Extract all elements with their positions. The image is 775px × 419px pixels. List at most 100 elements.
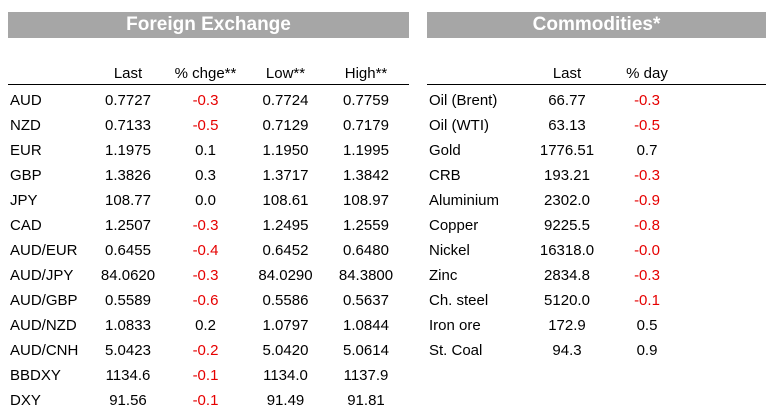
row-value: 91.49 (266, 392, 305, 409)
row-value: 63.13 (548, 117, 586, 134)
row-label: AUD (10, 92, 42, 109)
row-label: JPY (10, 192, 38, 209)
fx-row: JPY 108.77 0.0 108.61 108.97 (8, 188, 409, 213)
row-value: 1776.51 (539, 142, 595, 159)
row-value: 0.7 (636, 142, 658, 159)
commodities-header-last: Last (552, 65, 582, 82)
row-value: 91.56 (109, 392, 147, 409)
commodities-title: Commodities* (427, 12, 766, 38)
commodities-header-day: % day (626, 65, 668, 82)
row-label: DXY (10, 392, 41, 409)
row-value: 16318.0 (539, 242, 595, 259)
row-value: 84.0620 (100, 267, 156, 284)
row-label: BBDXY (10, 367, 61, 384)
row-value: 193.21 (544, 167, 590, 184)
row-value: 0.6455 (105, 242, 151, 259)
row-value: 84.0290 (258, 267, 313, 284)
commodity-row: Gold 1776.51 0.7 (427, 138, 766, 163)
row-value: 2834.8 (544, 267, 590, 284)
fx-header-row: Last % chge** Low** High** (8, 58, 409, 85)
row-value: 9225.5 (544, 217, 590, 234)
row-value: -0.9 (634, 192, 660, 209)
row-label: Nickel (429, 242, 470, 259)
row-value: 0.7759 (343, 92, 389, 109)
row-value: 1.0844 (343, 317, 389, 334)
fx-row: GBP 1.3826 0.3 1.3717 1.3842 (8, 163, 409, 188)
row-value: 5.0420 (262, 342, 309, 359)
row-value: 172.9 (548, 317, 586, 334)
row-label: AUD/JPY (10, 267, 74, 284)
row-value: -0.1 (634, 292, 660, 309)
commodities-table: Last % day Oil (Brent) 66.77 -0.3 Oil (WTI)… (427, 58, 766, 363)
row-label: Zinc (429, 267, 458, 284)
row-value: 1.3842 (343, 167, 389, 184)
row-label: GBP (10, 167, 42, 184)
commodity-row: Zinc 2834.8 -0.3 (427, 263, 766, 288)
row-label: CRB (429, 167, 461, 184)
row-value: 108.61 (262, 192, 309, 209)
row-value: -0.6 (192, 292, 219, 309)
fx-row: AUD/CNH 5.0423 -0.2 5.0420 5.0614 (8, 338, 409, 363)
row-label: EUR (10, 142, 42, 159)
row-label: Aluminium (429, 192, 500, 209)
row-value: -0.3 (192, 217, 219, 234)
row-value: -0.8 (634, 217, 660, 234)
row-value: 0.6480 (343, 242, 389, 259)
fx-row: AUD/NZD 1.0833 0.2 1.0797 1.0844 (8, 313, 409, 338)
row-value: -0.4 (192, 242, 219, 259)
row-value: 0.9 (636, 342, 658, 359)
fx-header-high: High** (344, 65, 388, 82)
commodity-row: Oil (WTI) 63.13 -0.5 (427, 113, 766, 138)
row-value: 0.2 (195, 317, 216, 334)
row-value: 108.77 (105, 192, 151, 209)
fx-row: AUD/JPY 84.0620 -0.3 84.0290 84.3800 (8, 263, 409, 288)
row-value: -0.3 (634, 267, 660, 284)
row-value: 0.7129 (262, 117, 309, 134)
row-value: 5120.0 (544, 292, 590, 309)
row-label: Copper (429, 217, 479, 234)
row-label: AUD/NZD (10, 317, 77, 334)
row-value: -0.5 (192, 117, 219, 134)
row-value: -0.3 (634, 92, 660, 109)
fx-panel: Foreign Exchange Last % chge** Low** Hig… (8, 12, 409, 413)
row-value: 1.3826 (105, 167, 151, 184)
row-value: 0.7727 (105, 92, 151, 109)
row-label: Oil (Brent) (429, 92, 498, 109)
row-label: AUD/CNH (10, 342, 79, 359)
row-label: Ch. steel (429, 292, 489, 309)
row-label: NZD (10, 117, 41, 134)
row-value: 0.7724 (262, 92, 309, 109)
fx-table: Last % chge** Low** High** AUD 0.7727 -0.3… (8, 58, 409, 413)
row-label: CAD (10, 217, 42, 234)
row-value: 0.5637 (343, 292, 389, 309)
fx-row: EUR 1.1975 0.1 1.1950 1.1995 (8, 138, 409, 163)
row-value: 0.7179 (343, 117, 389, 134)
row-value: 0.6452 (262, 242, 309, 259)
row-label: Iron ore (429, 317, 481, 334)
commodities-header-name (427, 58, 527, 85)
fx-row: AUD/GBP 0.5589 -0.6 0.5586 0.5637 (8, 288, 409, 313)
row-value: 0.5586 (262, 292, 309, 309)
fx-row: AUD 0.7727 -0.3 0.7724 0.7759 (8, 88, 409, 113)
fx-header-last: Last (113, 65, 143, 82)
row-value: 2302.0 (544, 192, 590, 209)
row-value: 1.3717 (262, 167, 309, 184)
row-value: 1134.6 (105, 367, 151, 384)
row-value: -0.3 (192, 267, 219, 284)
commodity-row: Ch. steel 5120.0 -0.1 (427, 288, 766, 313)
commodity-row: Oil (Brent) 66.77 -0.3 (427, 88, 766, 113)
row-value: -0.1 (192, 392, 219, 409)
row-value: 1.1995 (343, 142, 389, 159)
row-value: 5.0423 (105, 342, 151, 359)
fx-title: Foreign Exchange (8, 12, 409, 38)
row-value: -0.5 (634, 117, 660, 134)
row-label: AUD/GBP (10, 292, 78, 309)
fx-row: DXY 91.56 -0.1 91.49 91.81 (8, 388, 409, 413)
row-value: -0.3 (634, 167, 660, 184)
row-value: -0.3 (192, 92, 219, 109)
commodity-row: CRB 193.21 -0.3 (427, 163, 766, 188)
commodity-row: Nickel 16318.0 -0.0 (427, 238, 766, 263)
row-value: -0.0 (634, 242, 660, 259)
row-label: Gold (429, 142, 461, 159)
row-value: -0.1 (192, 367, 219, 384)
